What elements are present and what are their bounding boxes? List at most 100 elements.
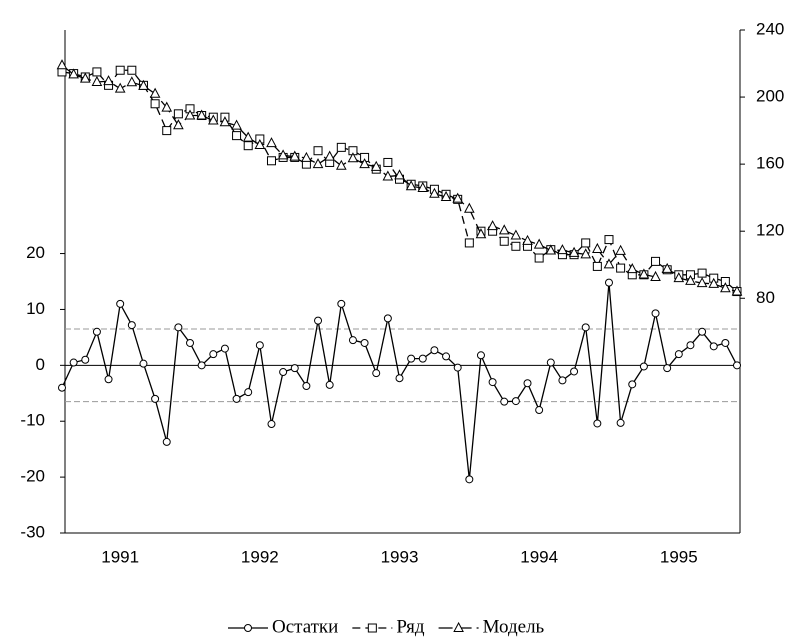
point bbox=[593, 419, 602, 428]
point bbox=[325, 380, 334, 389]
point bbox=[372, 369, 381, 378]
series-line bbox=[61, 64, 738, 293]
point bbox=[510, 229, 522, 240]
point bbox=[207, 114, 219, 125]
point bbox=[698, 327, 707, 336]
point bbox=[511, 241, 521, 251]
point bbox=[302, 382, 311, 391]
point bbox=[277, 149, 289, 160]
y2-tick-label: 240 bbox=[756, 19, 784, 38]
point bbox=[68, 68, 79, 79]
point bbox=[568, 246, 580, 257]
point bbox=[604, 278, 613, 287]
point bbox=[219, 116, 231, 127]
point bbox=[651, 309, 660, 318]
point bbox=[488, 378, 497, 387]
point bbox=[628, 380, 637, 389]
point bbox=[91, 75, 103, 86]
point bbox=[336, 142, 346, 152]
point bbox=[395, 374, 404, 383]
point bbox=[244, 388, 253, 397]
point bbox=[151, 394, 160, 403]
y2-tick-label: 120 bbox=[756, 221, 784, 240]
point bbox=[440, 190, 452, 201]
point bbox=[430, 346, 439, 355]
point bbox=[301, 151, 312, 162]
point bbox=[731, 285, 743, 296]
point bbox=[116, 299, 125, 308]
point bbox=[639, 362, 648, 371]
point bbox=[708, 277, 720, 288]
point bbox=[616, 418, 625, 427]
point bbox=[92, 67, 102, 77]
point bbox=[127, 321, 136, 330]
point bbox=[604, 235, 614, 245]
point bbox=[126, 76, 138, 87]
point bbox=[721, 338, 730, 347]
point bbox=[69, 358, 78, 367]
point bbox=[581, 238, 591, 248]
point bbox=[500, 397, 509, 406]
point bbox=[197, 361, 206, 370]
point bbox=[232, 394, 241, 403]
point bbox=[370, 160, 382, 171]
point bbox=[290, 364, 299, 373]
y2-tick-label: 160 bbox=[756, 154, 784, 173]
point bbox=[104, 375, 113, 384]
y-tick-label: -30 bbox=[20, 522, 45, 541]
point bbox=[570, 367, 579, 376]
point bbox=[592, 261, 602, 271]
point bbox=[360, 338, 369, 347]
point bbox=[174, 323, 183, 332]
point bbox=[383, 157, 393, 167]
point bbox=[429, 187, 440, 198]
point bbox=[465, 475, 474, 484]
point bbox=[56, 59, 68, 70]
x-tick-label: 1992 bbox=[241, 547, 279, 566]
point bbox=[709, 342, 718, 351]
point bbox=[267, 420, 276, 429]
point bbox=[674, 350, 683, 359]
point bbox=[92, 327, 101, 336]
point bbox=[511, 397, 520, 406]
point bbox=[535, 406, 544, 415]
point bbox=[138, 79, 149, 90]
point bbox=[533, 238, 545, 249]
point bbox=[347, 152, 359, 163]
point bbox=[534, 253, 544, 263]
point bbox=[266, 137, 277, 148]
point bbox=[581, 323, 590, 332]
point bbox=[348, 336, 357, 345]
point bbox=[442, 352, 451, 361]
y-tick-label: -20 bbox=[20, 467, 45, 486]
point bbox=[162, 126, 172, 136]
point bbox=[650, 270, 661, 281]
point bbox=[696, 277, 708, 288]
point bbox=[266, 156, 276, 166]
point bbox=[546, 358, 555, 367]
point bbox=[603, 258, 615, 269]
point bbox=[463, 202, 475, 213]
point bbox=[313, 146, 323, 156]
point bbox=[103, 75, 114, 86]
point bbox=[162, 437, 171, 446]
point bbox=[242, 131, 254, 142]
legend-label: Остатки bbox=[272, 616, 338, 637]
point bbox=[335, 159, 347, 170]
point bbox=[115, 65, 125, 75]
point bbox=[149, 87, 161, 98]
point bbox=[209, 350, 218, 359]
point bbox=[150, 99, 160, 109]
point bbox=[407, 354, 416, 363]
point bbox=[661, 262, 673, 273]
point bbox=[626, 263, 638, 274]
point bbox=[498, 224, 510, 235]
x-tick-label: 1994 bbox=[520, 547, 558, 566]
point bbox=[220, 344, 229, 353]
point bbox=[476, 351, 485, 360]
point bbox=[186, 338, 195, 347]
point bbox=[255, 341, 264, 350]
point bbox=[127, 65, 137, 75]
point bbox=[545, 244, 557, 255]
